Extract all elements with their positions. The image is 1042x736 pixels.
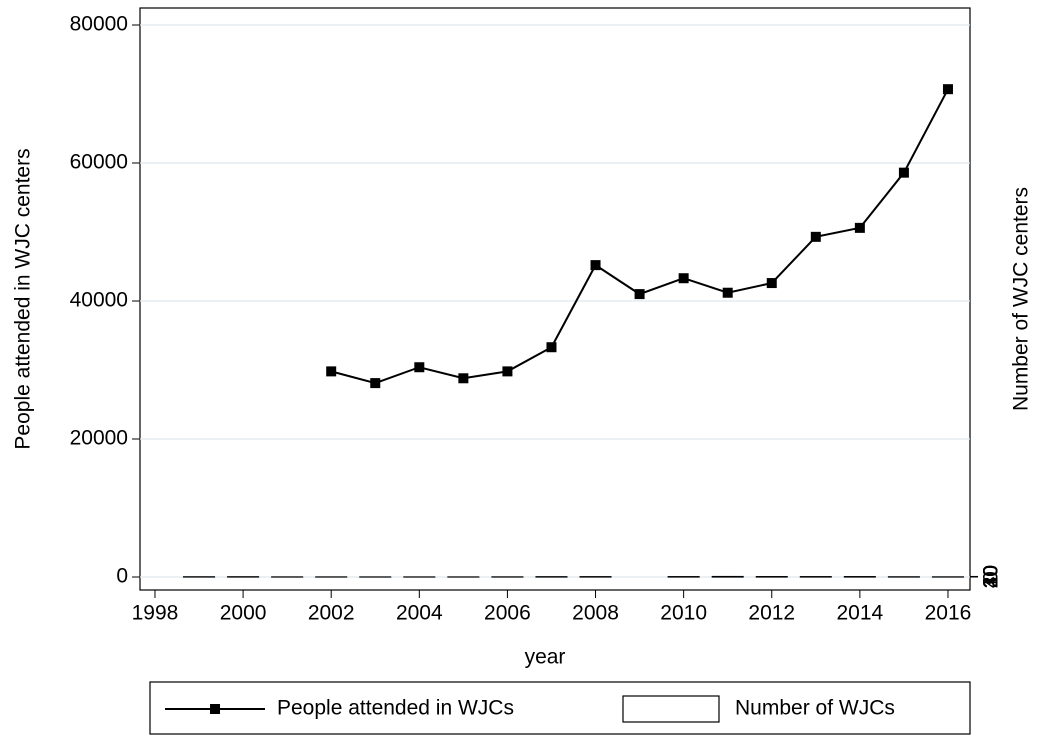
marker [678,273,689,284]
x-tick-label: 2016 [925,602,972,625]
y2-tick-label: 10 [980,565,1003,588]
y-axis-label: People attended in WJC centers [12,148,35,449]
marker [458,373,469,384]
x-tick-label: 2004 [396,602,443,625]
legend-swatch [622,695,720,723]
x-tick-label: 2010 [660,602,707,625]
x-tick-label: 2006 [484,602,531,625]
marker [766,278,777,289]
y2-axis-label: Number of WJC centers [1010,187,1033,411]
x-tick-label: 2002 [308,602,355,625]
marker [898,167,909,178]
x-axis-label: year [525,646,566,669]
x-tick-label: 1998 [132,602,179,625]
x-tick-label: 2014 [837,602,884,625]
y2-tick-label: 40 [980,565,1003,588]
marker [854,222,865,233]
y2-tick-label: 0 [980,571,1003,583]
marker [414,362,425,373]
marker [326,366,337,377]
y2-tick-label: 20 [980,565,1003,588]
marker [590,260,601,271]
marker [634,289,645,300]
marker [502,366,513,377]
legend-box [149,681,971,735]
y-tick-label: 20000 [70,427,128,450]
y-tick-label: 60000 [70,151,128,174]
x-tick-label: 2000 [220,602,267,625]
y-tick-label: 80000 [70,13,128,36]
marker [722,287,733,298]
y-tick-label: 40000 [70,289,128,312]
marker [546,342,557,353]
legend-label: People attended in WJCs [277,697,514,720]
y-tick-label: 0 [116,565,128,588]
x-tick-label: 2012 [748,602,795,625]
line [330,88,949,385]
marker [810,231,821,242]
marker [942,84,953,95]
legend-label: Number of WJCs [735,697,895,720]
legend-marker [210,704,220,714]
y2-tick-label: 30 [980,565,1003,588]
x-tick-label: 2008 [572,602,619,625]
marker [370,378,381,389]
plot-frame [139,7,971,591]
